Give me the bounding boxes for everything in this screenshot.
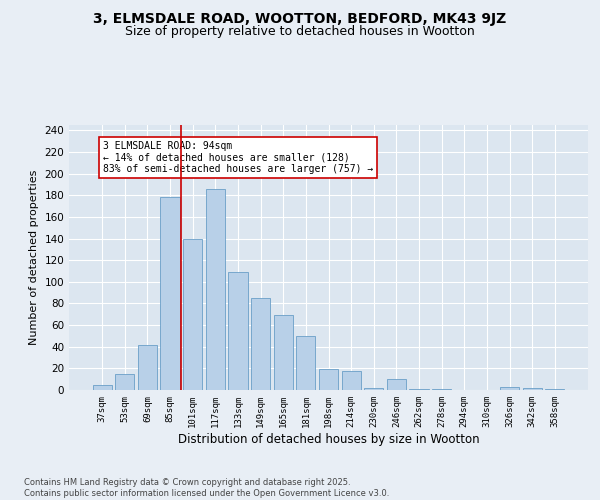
Bar (296, 336, 316, 390)
Bar (545, 389, 565, 390)
Bar (229, 272, 248, 390)
Text: Contains HM Land Registry data © Crown copyright and database right 2025.
Contai: Contains HM Land Registry data © Crown c… (24, 478, 389, 498)
Bar (432, 389, 451, 390)
Bar (160, 198, 180, 390)
Bar (138, 344, 157, 390)
Bar (251, 298, 270, 390)
Bar (500, 387, 519, 390)
Y-axis label: Number of detached properties: Number of detached properties (29, 170, 39, 345)
Text: Size of property relative to detached houses in Wootton: Size of property relative to detached ho… (125, 25, 475, 38)
Bar (206, 189, 225, 390)
Bar (387, 379, 406, 390)
Bar (364, 388, 383, 390)
Bar (183, 238, 202, 390)
Bar (523, 388, 542, 390)
Bar (92, 384, 112, 390)
Bar (274, 316, 293, 390)
Bar (115, 374, 134, 390)
Bar (409, 389, 428, 390)
Bar (341, 370, 361, 390)
Bar (319, 370, 338, 390)
Text: 3 ELMSDALE ROAD: 94sqm
← 14% of detached houses are smaller (128)
83% of semi-de: 3 ELMSDALE ROAD: 94sqm ← 14% of detached… (103, 141, 373, 174)
Text: 3, ELMSDALE ROAD, WOOTTON, BEDFORD, MK43 9JZ: 3, ELMSDALE ROAD, WOOTTON, BEDFORD, MK43… (94, 12, 506, 26)
X-axis label: Distribution of detached houses by size in Wootton: Distribution of detached houses by size … (178, 432, 479, 446)
